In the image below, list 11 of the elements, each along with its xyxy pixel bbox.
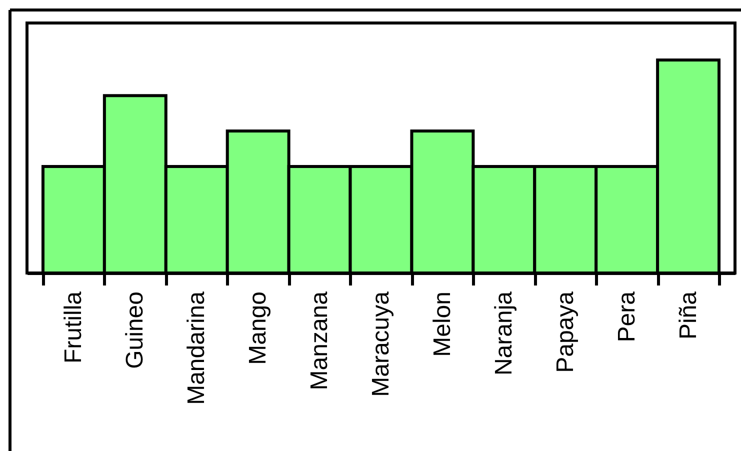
x-tick-label: Mango bbox=[244, 292, 272, 365]
x-tick-label: Piña bbox=[674, 290, 702, 340]
x-tick-label: Mandarina bbox=[183, 290, 210, 405]
x-tick-label: Manzana bbox=[306, 290, 334, 390]
x-tick-label: Maracuya bbox=[368, 290, 394, 397]
x-tick-label: Guineo bbox=[122, 292, 149, 369]
x-tick-label: Papaya bbox=[552, 290, 579, 373]
x-tick-label: Melon bbox=[428, 292, 456, 357]
x-tick-label: Naranja bbox=[490, 290, 518, 376]
x-tick-label: Frutilla bbox=[60, 290, 88, 364]
x-tick-label: Pera bbox=[613, 290, 640, 342]
